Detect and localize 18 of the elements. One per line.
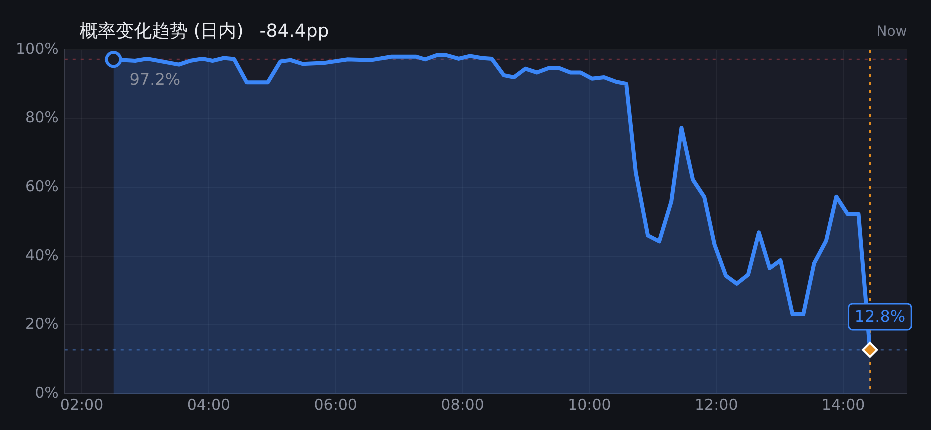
x-tick-label: 06:00 — [314, 396, 358, 414]
x-tick-label: 14:00 — [822, 396, 866, 414]
data-label: 97.2% — [130, 70, 181, 89]
x-tick-label: 02:00 — [60, 396, 104, 414]
y-tick-label: 0% — [35, 384, 59, 402]
x-tick-label: 10:00 — [568, 396, 612, 414]
x-tick-label: 12:00 — [695, 396, 738, 414]
data-label: 12.8% — [854, 307, 906, 326]
y-tick-label: 60% — [26, 177, 59, 196]
y-tick-label: 20% — [26, 315, 59, 334]
chart-subtitle: -84.4pp — [260, 21, 330, 42]
y-tick-label: 100% — [16, 40, 59, 58]
chart-title: 概率变化趋势 (日内) — [80, 21, 244, 42]
y-tick-label: 80% — [26, 108, 59, 127]
x-tick-label: 04:00 — [187, 396, 231, 414]
y-tick-label: 40% — [26, 246, 59, 264]
x-tick-label: 08:00 — [441, 396, 484, 414]
ref-line-label: Now — [876, 24, 908, 40]
